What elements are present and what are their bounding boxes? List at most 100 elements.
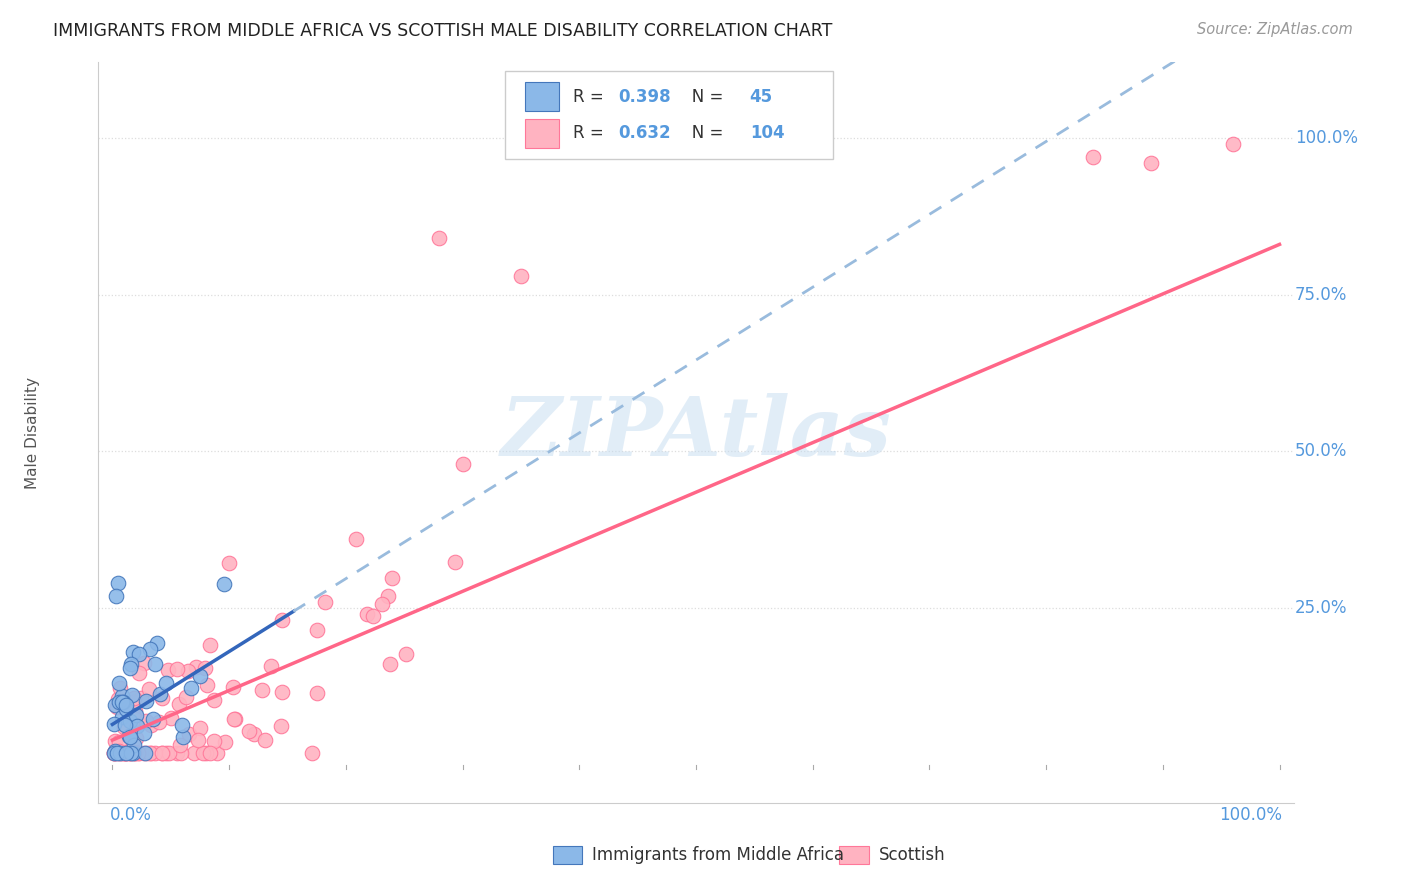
Point: [120, 730, 142, 744]
Point: [132, 656, 155, 670]
Text: ZIPAtlas: ZIPAtlas: [501, 392, 891, 473]
Point: [111, 698, 134, 713]
Text: 100.0%: 100.0%: [1295, 128, 1358, 146]
Point: [155, 676, 177, 690]
Point: [125, 714, 148, 729]
Point: [344, 532, 367, 546]
Point: [159, 711, 181, 725]
Point: [395, 648, 418, 662]
Text: R =: R =: [572, 124, 609, 143]
Text: 0.0%: 0.0%: [110, 806, 152, 824]
Point: [142, 712, 165, 726]
Point: [150, 690, 173, 705]
Point: [104, 698, 127, 713]
Point: [134, 746, 156, 760]
Point: [104, 734, 127, 748]
Text: Source: ZipAtlas.com: Source: ZipAtlas.com: [1197, 22, 1353, 37]
Point: [120, 746, 142, 760]
Point: [114, 702, 136, 716]
Point: [103, 717, 125, 731]
Point: [451, 457, 474, 471]
Point: [124, 731, 146, 746]
Point: [114, 746, 136, 760]
Point: [1222, 136, 1244, 151]
Bar: [524, 82, 558, 111]
Text: Male Disability: Male Disability: [25, 376, 41, 489]
Point: [108, 746, 131, 760]
Point: [120, 746, 142, 760]
Point: [170, 746, 193, 760]
Point: [270, 685, 292, 699]
Point: [138, 681, 160, 696]
Point: [218, 556, 240, 570]
Point: [105, 700, 128, 714]
Point: [118, 729, 141, 743]
Point: [238, 724, 260, 739]
Point: [156, 664, 179, 678]
Point: [356, 607, 378, 622]
Point: [152, 746, 174, 760]
Point: [127, 718, 149, 732]
Point: [114, 746, 136, 760]
Point: [307, 624, 329, 638]
Point: [155, 746, 177, 760]
Point: [122, 746, 145, 760]
Bar: [839, 846, 869, 863]
Text: 0.398: 0.398: [619, 87, 671, 105]
Text: 0.632: 0.632: [619, 124, 671, 143]
Point: [224, 712, 246, 726]
Point: [143, 746, 166, 760]
Text: Immigrants from Middle Africa: Immigrants from Middle Africa: [592, 846, 844, 863]
Bar: [524, 119, 558, 148]
Point: [121, 746, 143, 760]
Point: [141, 718, 163, 732]
Text: 45: 45: [749, 87, 773, 105]
Point: [188, 669, 211, 683]
Point: [250, 683, 273, 698]
Point: [427, 231, 450, 245]
Point: [117, 746, 139, 760]
Point: [138, 746, 160, 760]
Point: [131, 690, 153, 705]
Point: [114, 718, 136, 732]
Point: [172, 717, 194, 731]
Text: R =: R =: [572, 87, 609, 105]
Text: IMMIGRANTS FROM MIDDLE AFRICA VS SCOTTISH MALE DISABILITY CORRELATION CHART: IMMIGRANTS FROM MIDDLE AFRICA VS SCOTTIS…: [53, 22, 832, 40]
Point: [124, 704, 146, 718]
Point: [270, 719, 292, 733]
Point: [115, 746, 138, 760]
Point: [1140, 156, 1163, 170]
Text: 25.0%: 25.0%: [1295, 599, 1347, 617]
Bar: [553, 846, 582, 863]
Point: [107, 691, 129, 706]
Point: [122, 738, 145, 752]
Point: [108, 681, 131, 696]
Point: [107, 576, 129, 591]
Point: [125, 718, 148, 732]
Point: [509, 268, 531, 283]
Point: [120, 657, 142, 671]
Point: [1081, 150, 1104, 164]
Point: [112, 746, 135, 760]
Point: [143, 657, 166, 671]
Point: [124, 690, 146, 705]
Point: [128, 746, 150, 760]
Point: [107, 746, 129, 760]
Point: [108, 744, 131, 758]
Point: [103, 746, 125, 760]
Point: [111, 746, 134, 760]
Text: 100.0%: 100.0%: [1219, 806, 1282, 824]
Point: [371, 597, 394, 611]
Point: [183, 746, 205, 760]
Point: [103, 746, 125, 760]
Point: [122, 695, 145, 709]
Point: [194, 661, 217, 675]
Point: [121, 707, 143, 722]
FancyBboxPatch shape: [505, 71, 834, 159]
Point: [177, 664, 200, 678]
Point: [132, 726, 155, 740]
Point: [110, 709, 132, 723]
Point: [271, 613, 294, 627]
Point: [103, 746, 125, 760]
Point: [121, 688, 143, 702]
